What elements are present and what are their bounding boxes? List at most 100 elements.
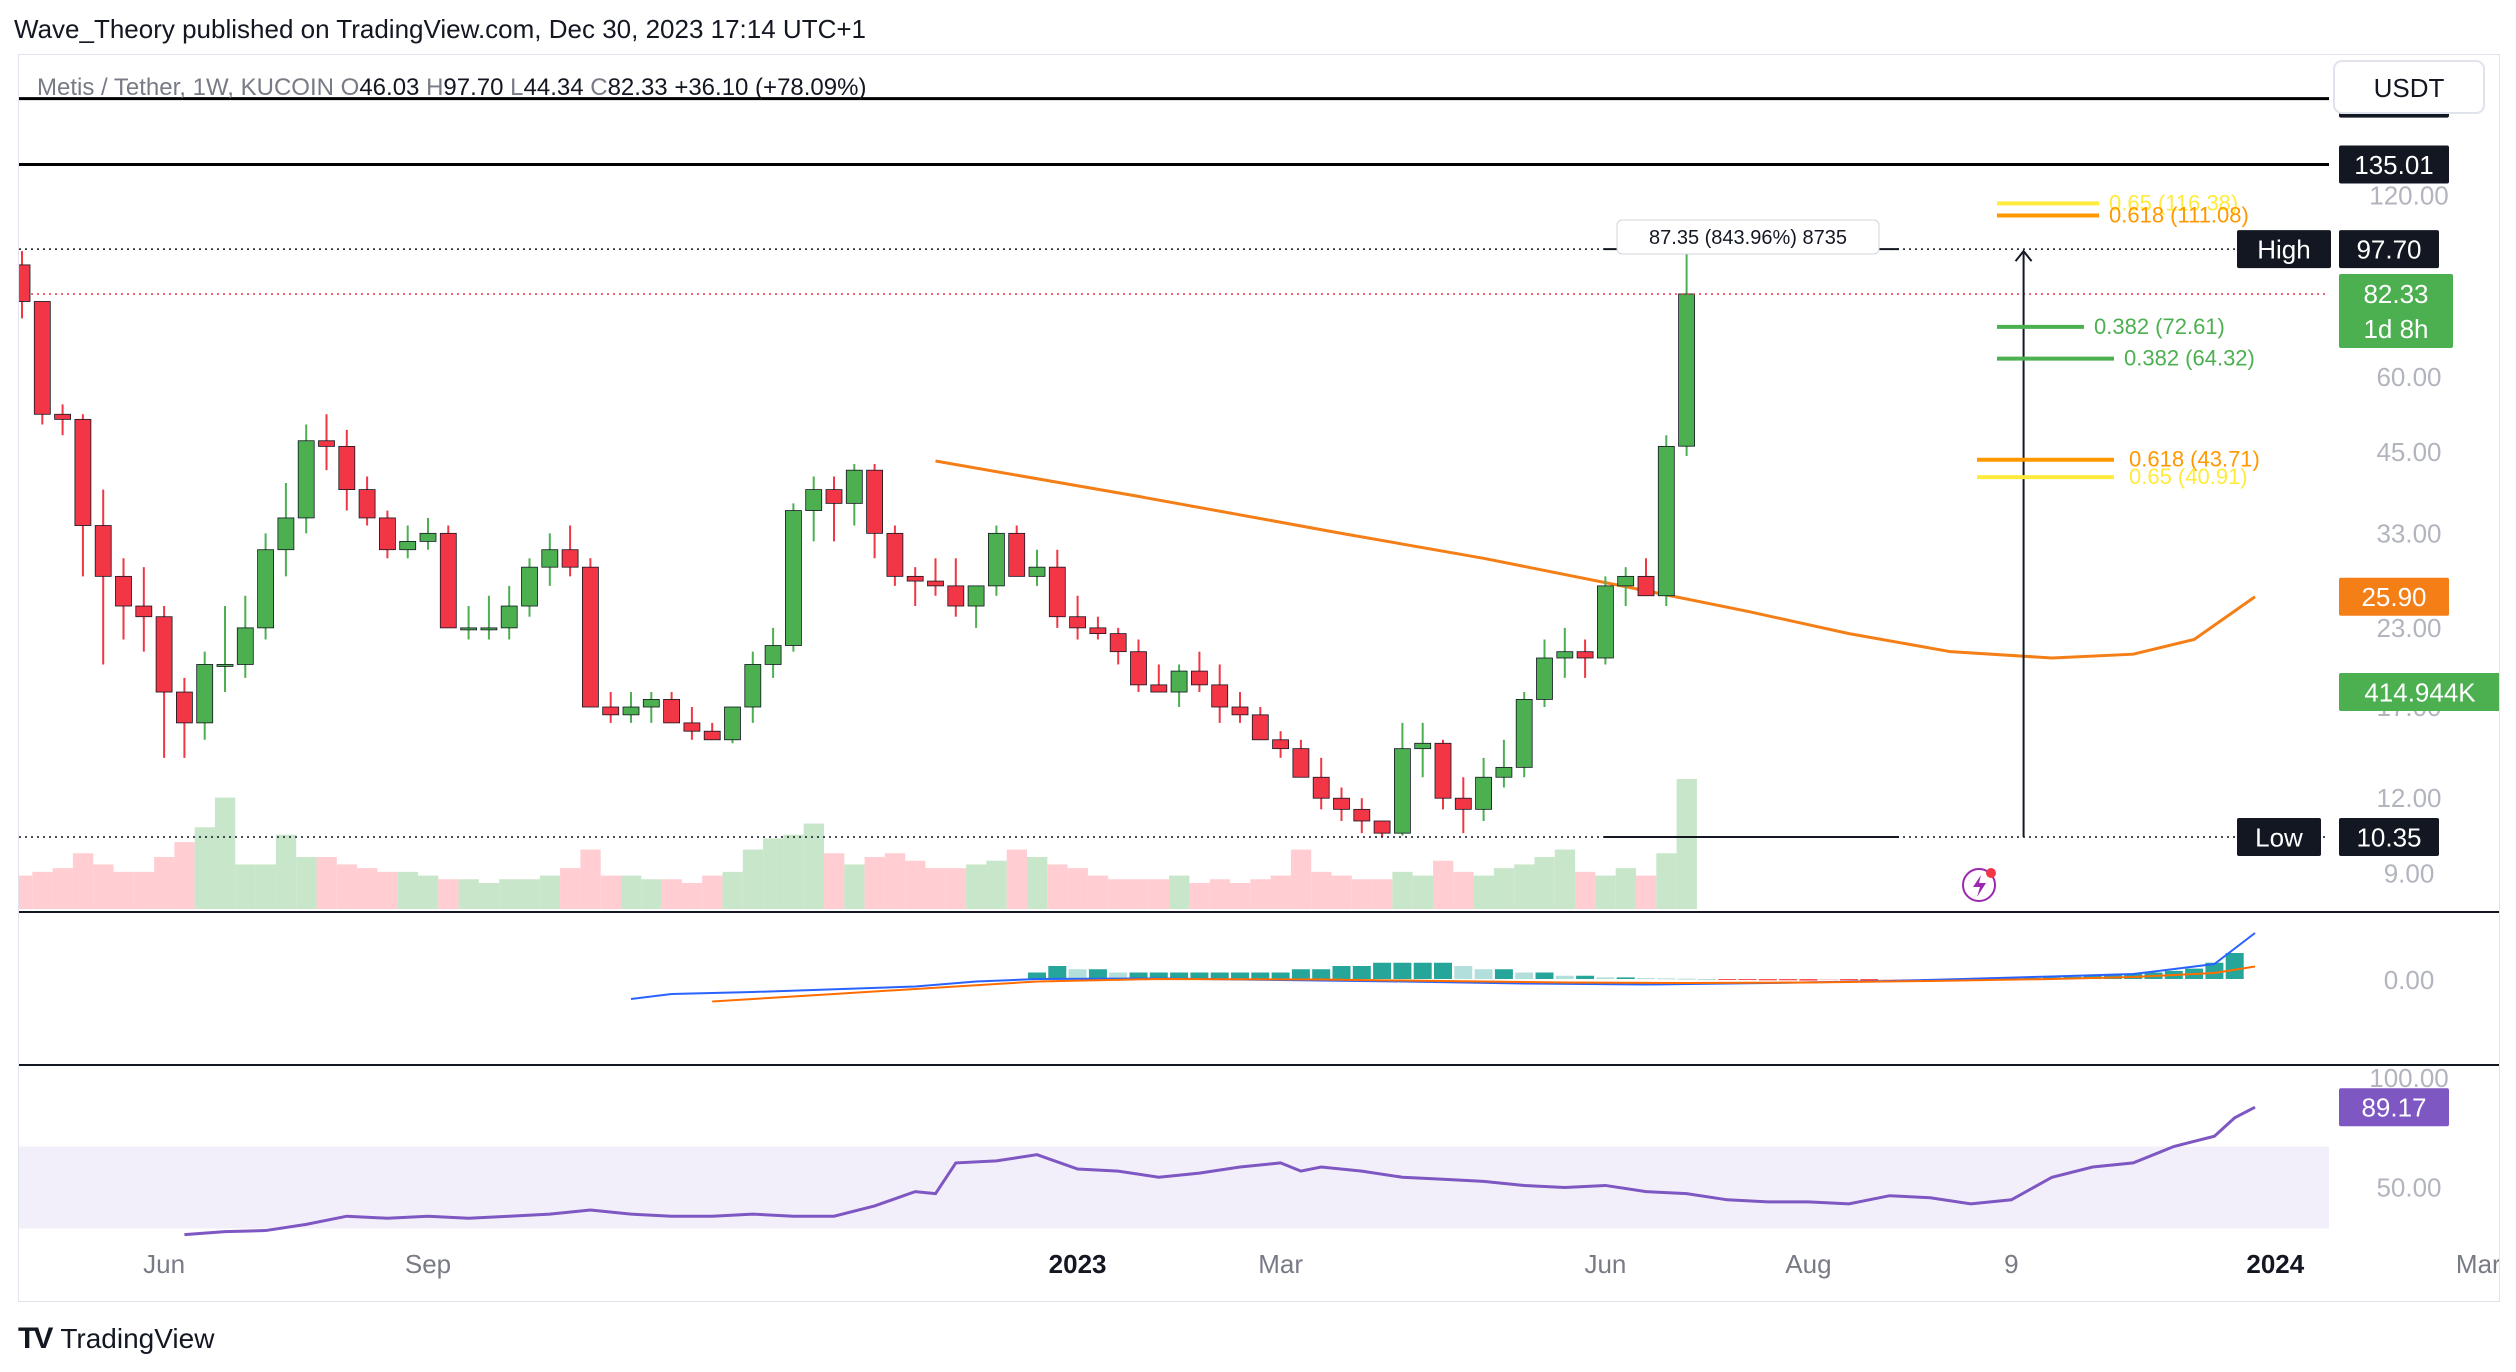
volume-bar [1453,871,1474,909]
candle-body [805,489,823,511]
volume-bar [275,834,297,909]
last-price-value: 82.33 [2363,279,2428,309]
candle-body [886,532,904,577]
fib-level-label: 0.65 (40.91) [2129,464,2248,489]
fib-level-label: 0.65 (116.38) [2109,190,2238,215]
volume-bar [357,868,378,909]
candle-body [602,706,620,716]
volume-bar [458,879,479,909]
volume-bar [1290,849,1312,909]
volume-bar [194,827,215,909]
macd-histogram-bar [1028,972,1046,979]
volume-bar [864,857,885,909]
currency-button[interactable] [2333,60,2485,114]
candle-body [1191,670,1208,686]
tradingview-logo-icon[interactable]: TV [18,1322,53,1355]
candle-body [277,517,295,551]
candle-body [1515,699,1533,768]
rsi-value-label-box [2339,1088,2449,1127]
candle-body [1576,651,1594,659]
candle-body [927,580,944,587]
legend-change: +36.10 (+78.09%) [674,74,866,101]
macd-histogram-bar [2225,953,2244,979]
legend-l-label: L [510,74,523,101]
candle-body [74,418,92,526]
volume-bar [966,864,987,909]
candle-body [1130,651,1147,686]
macd-histogram-bar [1231,972,1249,979]
volume-bar [905,860,926,909]
legend-h-value: 97.70 [443,74,510,101]
time-axis-label: Sep [405,1249,451,1279]
candle-body [764,645,782,665]
volume-bar [1433,860,1454,909]
low-tag-box [2237,817,2321,856]
volume-bar [478,883,500,909]
candle-body [724,706,741,741]
fib-level-label: 0.618 (111.08) [2109,203,2249,228]
volume-bar [1331,875,1352,909]
volume-bar [113,871,134,909]
macd-histogram-bar [1779,979,1798,981]
volume-bar [1473,875,1494,909]
volume-bar [499,879,520,909]
time-axis-label: Jun [143,1249,185,1279]
volume-bar [1534,857,1555,909]
volume-bar [154,857,175,909]
volume-bar [133,871,155,909]
candle-body [1617,575,1635,587]
volume-bar [884,853,906,909]
fib-level-label: 0.618 (43.71) [2129,447,2260,472]
volume-bar [438,879,459,909]
candle-body [1536,657,1553,700]
candle-body [967,585,985,607]
time-axis-label: 9 [2004,1249,2018,1279]
candle-body [1211,684,1229,708]
time-axis-label: 2024 [2246,1249,2304,1279]
candle-body [1597,585,1614,659]
macd-histogram-bar [1819,979,1838,981]
chart-frame[interactable]: 87.35 (843.96%) 8735 0.65 (116.38) 0.618 (… [18,54,2500,1302]
tradingview-brand[interactable]: TradingView [60,1323,215,1354]
macd-histogram-bar [1697,979,1716,980]
legend-h-label: H [426,74,443,101]
candle-body [541,549,559,568]
macd-histogram-bar [1271,972,1290,979]
legend-c-value: 82.33 [608,74,675,101]
low-value-box [2339,817,2439,856]
candle-body [33,301,51,415]
candle-body [155,616,173,693]
volume-bar [1189,883,1210,909]
macd-histogram-bar [1616,977,1635,979]
legend-o-value: 46.03 [359,74,426,101]
volume-bar [1087,875,1109,909]
candle-body [561,549,579,568]
macd-histogram-bar [1799,979,1818,981]
macd-histogram-bar [1068,969,1087,979]
candle-body [54,413,71,420]
volume-bar [93,864,114,909]
candle-body [19,264,31,302]
ema-value-label-box [2339,577,2449,616]
candle-body [216,664,234,667]
candle-body [906,575,924,582]
volume-bar [336,864,358,909]
volume-bar [1351,879,1373,909]
rsi-tick-label: 50.00 [2376,1173,2441,1203]
candle-body [1069,616,1086,629]
volume-bar [1209,879,1230,909]
candle-body [1495,766,1513,778]
price-tick-label: 120.00 [2369,180,2449,210]
candle-body [1028,566,1046,577]
macd-histogram-bar [1880,979,1899,981]
macd-histogram-bar [1088,969,1107,979]
macd-histogram-bar [1251,972,1270,979]
macd-histogram-bar [1677,978,1696,980]
legend-row: Metis / Tether, 1W, KUCOIN O46.03 H97.70… [37,74,866,101]
volume-bar [1493,868,1515,909]
measure-label: 87.35 (843.96%) 8735 [1649,227,1847,249]
macd-histogram-bar [1149,972,1168,979]
candle-body [703,730,721,741]
candle-body [1353,808,1371,822]
